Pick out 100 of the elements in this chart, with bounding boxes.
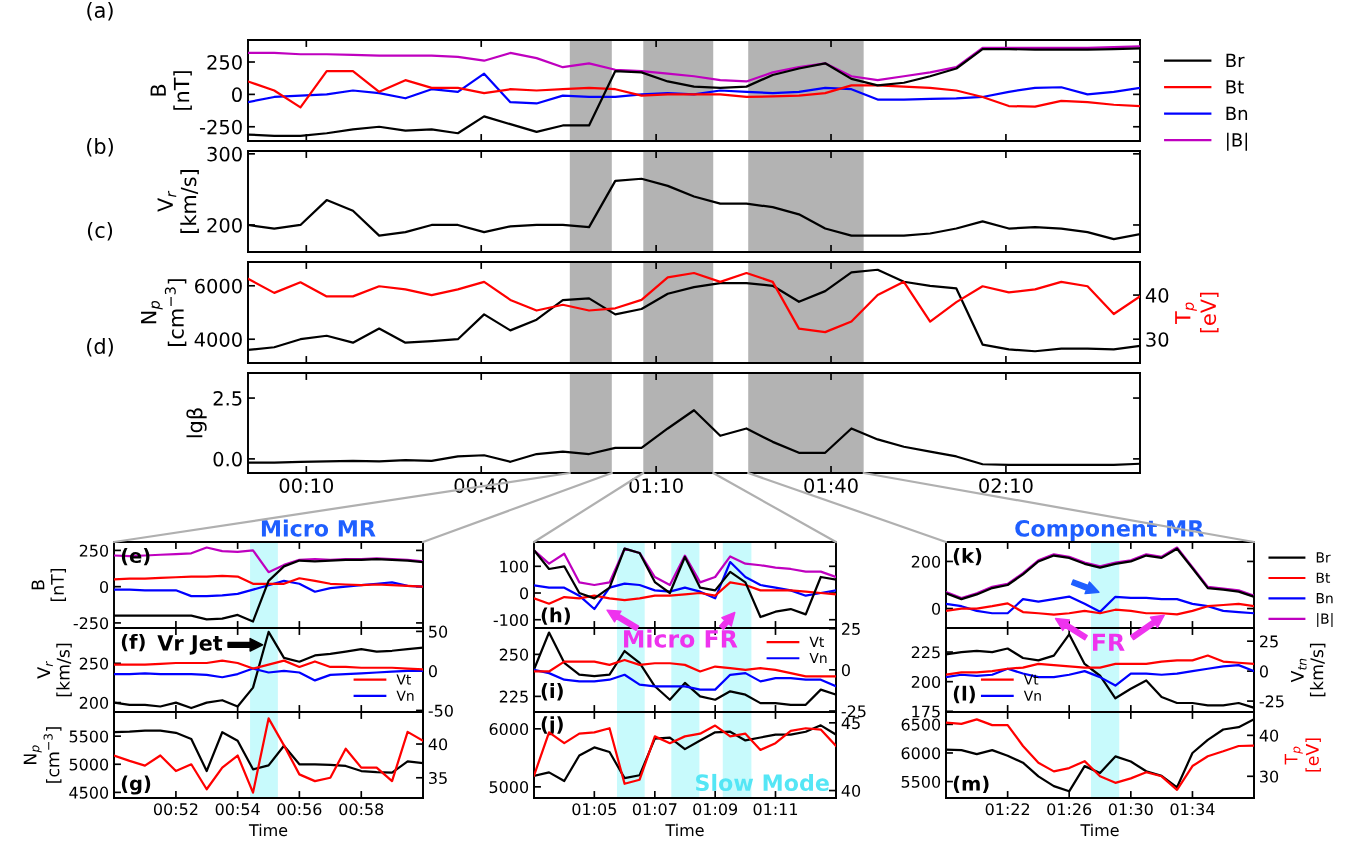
legend-label: Bn — [1226, 106, 1248, 120]
y-tick-label: 225 — [911, 646, 940, 659]
legend-label: Vt — [1023, 674, 1039, 685]
x-tick-label: 00:54 — [215, 803, 260, 816]
x-tick-label: 00:10 — [279, 478, 334, 493]
y2-tick-label: 40 — [1145, 288, 1169, 303]
y2-tick-label: 40 — [841, 784, 861, 797]
y-tick-label: 200 — [911, 555, 941, 568]
x-tick-label: 01:34 — [1170, 803, 1215, 816]
x-axis-title: Time — [1080, 823, 1119, 837]
y-tick-label: 6000 — [195, 278, 242, 294]
y-tick-label: 300 — [207, 146, 242, 162]
annotation: (k) — [953, 548, 982, 566]
y2-tick-label: 25 — [842, 622, 860, 635]
y-tick-label: 0 — [232, 87, 242, 103]
annotation: (l) — [953, 685, 975, 704]
annotation: (f) — [121, 633, 145, 652]
y-tick-label: 4500 — [69, 786, 109, 799]
y2-tick-label: 50 — [429, 625, 448, 638]
line-series — [946, 654, 1254, 676]
text: (d) — [87, 337, 113, 357]
x-tick-label: 00:52 — [153, 803, 198, 816]
y2-tick-label: 0 — [428, 665, 437, 678]
chart-title: Micro MR — [261, 519, 376, 537]
text: (c) — [87, 221, 113, 241]
legend-label: Vn — [1023, 690, 1041, 701]
line-series — [114, 659, 423, 671]
x-tick-label: 02:10 — [979, 478, 1033, 493]
line-series — [114, 546, 423, 574]
y2-tick-label: 40 — [428, 738, 448, 751]
legend-label: |B| — [1227, 132, 1248, 151]
y-tick-label: 0 — [932, 602, 941, 615]
y-axis-title: V$_{r}$ [km/s] — [157, 170, 199, 233]
y-tick-label: 4000 — [194, 332, 242, 347]
y-tick-label: 6500 — [901, 718, 941, 731]
x-tick-label: 00:58 — [339, 803, 384, 816]
annotation: Micro FR — [624, 629, 738, 648]
x-tick-label: 01:09 — [693, 803, 738, 816]
legend-label: Br — [1226, 53, 1245, 67]
y2-tick-label: 25 — [1260, 635, 1278, 648]
y2-tick-label: 30 — [1146, 332, 1169, 347]
y2-tick-label: -25 — [1259, 695, 1284, 708]
legend-label: Vt — [809, 636, 824, 647]
y2-tick-label: 40 — [1259, 729, 1279, 742]
annotation: (i) — [541, 683, 563, 701]
y-tick-label: 0 — [520, 587, 529, 600]
y-tick-label: 200 — [79, 696, 109, 709]
y2-tick-label: 45 — [841, 717, 860, 730]
y-tick-label: 100 — [500, 560, 529, 573]
x-tick-label: 01:11 — [753, 803, 798, 816]
y-tick-label: 225 — [499, 690, 528, 703]
annotation: (m) — [953, 775, 989, 794]
annotation: FR — [1093, 633, 1125, 651]
x-tick-label: 01:30 — [1108, 803, 1153, 816]
x-tick-label: 01:22 — [985, 803, 1030, 816]
legend-label: Vn — [809, 652, 827, 664]
y-axis-title: B [nT] — [31, 568, 67, 602]
line-series — [946, 664, 1254, 687]
y2-axis-title: T$_{p}$ [eV] — [1175, 292, 1219, 333]
legend-label: Bt — [1316, 572, 1331, 583]
y-tick-label: 5000 — [69, 758, 109, 771]
y2-tick-label: -50 — [428, 704, 453, 717]
text: (a) — [87, 1, 113, 21]
y2-tick-label: 0 — [841, 664, 850, 677]
legend-label: Bn — [1316, 593, 1333, 604]
y-tick-label: -250 — [73, 617, 109, 630]
line-series — [114, 729, 423, 774]
y-tick-label: 250 — [499, 648, 529, 661]
y-axis-title: B [nT] — [150, 71, 192, 110]
y-tick-label: 5500 — [901, 775, 941, 788]
y-tick-label: 0 — [100, 580, 109, 593]
line-series — [248, 45, 1140, 83]
y2-axis-title: V$_{tn}$ [km/s] — [1291, 643, 1326, 697]
legend-label: Bt — [1226, 80, 1244, 94]
line-series — [248, 268, 1140, 353]
y-tick-label: -250 — [199, 119, 242, 135]
text: (b) — [87, 137, 113, 157]
x-tick-label: 01:07 — [632, 803, 677, 816]
legend-label: |B| — [1317, 613, 1333, 627]
line-series — [248, 271, 1140, 334]
y-tick-label: 0.0 — [213, 451, 242, 467]
legend-label: Br — [1316, 552, 1331, 563]
annotation: Vr Jet — [157, 635, 223, 655]
y2-tick-label: 30 — [1260, 770, 1279, 783]
line-series — [946, 602, 1254, 616]
legend-label: Vt — [396, 674, 411, 685]
y-tick-label: 2.5 — [213, 391, 242, 406]
y-tick-label: 6000 — [489, 723, 529, 736]
annotation: Slow Mode — [696, 773, 829, 792]
y2-tick-label: -25 — [841, 705, 866, 718]
line-series — [534, 581, 836, 605]
y-tick-label: 250 — [79, 657, 109, 670]
x-axis-title: Time — [665, 823, 704, 837]
y2-tick-label: 0 — [1259, 665, 1268, 678]
annotation: (h) — [541, 607, 570, 625]
y2-axis-title: T$_{p}$ [eV] — [1284, 738, 1321, 772]
x-axis-title: Time — [248, 823, 288, 837]
legend-label: Vn — [396, 690, 414, 701]
y-tick-label: 6000 — [901, 747, 941, 760]
y-tick-label: -100 — [493, 613, 529, 627]
